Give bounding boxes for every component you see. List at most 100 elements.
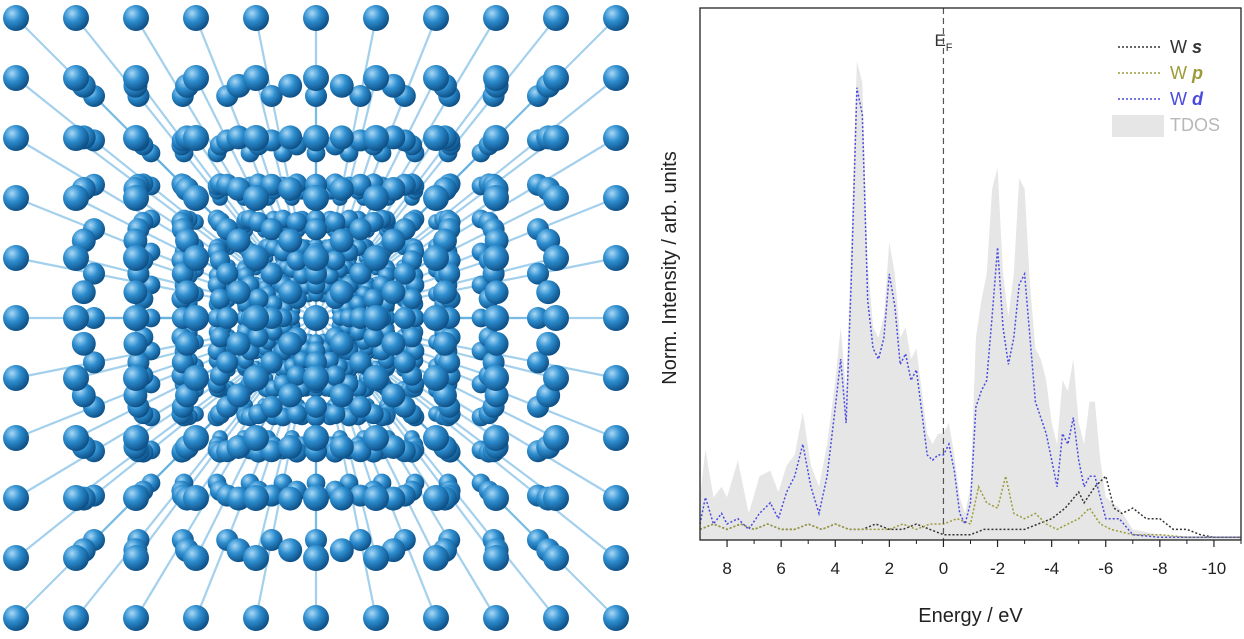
- series-line-w-s: [699, 474, 1241, 539]
- tungsten-atom: [3, 365, 29, 391]
- tungsten-atom: [349, 351, 372, 374]
- tungsten-atom: [483, 305, 509, 331]
- tungsten-atom: [303, 185, 329, 211]
- tungsten-atom: [278, 486, 303, 511]
- tungsten-atom: [226, 228, 251, 253]
- tungsten-atom: [483, 5, 509, 31]
- tungsten-atom: [483, 605, 509, 631]
- tungsten-atom: [286, 403, 307, 425]
- tungsten-atom: [278, 228, 303, 253]
- tungsten-atom: [123, 245, 149, 271]
- tungsten-atom: [484, 280, 509, 305]
- tungsten-atom: [3, 425, 29, 451]
- tungsten-atom: [183, 185, 209, 211]
- tungsten-atom: [363, 485, 389, 511]
- tungsten-atom: [329, 125, 354, 150]
- tungsten-atom: [248, 327, 269, 348]
- tungsten-atom: [304, 218, 328, 241]
- tungsten-atom: [363, 327, 384, 348]
- tungsten-atom: [216, 351, 239, 374]
- tungsten-atom: [329, 177, 354, 201]
- x-tick-label: -8: [1152, 559, 1167, 578]
- tungsten-atom: [260, 262, 283, 285]
- x-tick-label: -10: [1202, 559, 1227, 578]
- tungsten-atom: [226, 280, 251, 305]
- x-tick-label: -2: [990, 559, 1005, 578]
- tungsten-atom: [63, 125, 89, 151]
- tungsten-atom: [363, 365, 389, 391]
- tungsten-atom: [303, 365, 329, 391]
- tungsten-atom: [304, 395, 328, 418]
- tungsten-atom: [363, 185, 389, 211]
- tungsten-atom: [243, 425, 269, 451]
- tungsten-atom: [423, 185, 449, 211]
- tungsten-atom: [393, 351, 416, 374]
- tungsten-atom: [423, 245, 449, 271]
- tungsten-atom: [543, 245, 569, 271]
- tungsten-atom: [278, 435, 303, 459]
- tungsten-atom: [603, 485, 629, 511]
- tungsten-atom: [603, 425, 629, 451]
- tungsten-atom: [303, 485, 329, 511]
- tungsten-atom: [329, 280, 354, 305]
- tungsten-atom: [483, 485, 509, 511]
- tungsten-atom: [483, 425, 509, 451]
- tungsten-atom: [303, 425, 329, 451]
- tungsten-atom: [543, 185, 569, 211]
- tungsten-atom: [216, 306, 239, 330]
- tungsten-atom: [278, 125, 303, 150]
- tungsten-atom: [526, 306, 550, 330]
- tungsten-atom: [329, 73, 354, 98]
- tungsten-atom: [363, 5, 389, 31]
- tungsten-atom: [325, 250, 346, 271]
- tungsten-atom: [543, 425, 569, 451]
- tungsten-atom: [71, 280, 96, 305]
- tungsten-atom: [393, 262, 416, 285]
- tungsten-atom: [484, 331, 509, 356]
- tungsten-atom: [303, 545, 329, 571]
- tungsten-atom: [303, 5, 329, 31]
- tungsten-atom: [325, 211, 346, 233]
- tungsten-atom: [226, 383, 251, 408]
- tungsten-atom: [423, 65, 449, 91]
- tungsten-atom: [260, 395, 283, 418]
- tungsten-atom: [603, 605, 629, 631]
- tungsten-atom: [603, 125, 629, 151]
- tungsten-atom: [63, 65, 89, 91]
- tungsten-atom: [183, 485, 209, 511]
- tungsten-atom: [543, 605, 569, 631]
- tungsten-atom: [423, 605, 449, 631]
- fermi-level-label: EF: [934, 31, 952, 54]
- legend-label: W s: [1170, 37, 1202, 57]
- tungsten-atom: [536, 331, 561, 356]
- x-tick-label: -6: [1098, 559, 1113, 578]
- tungsten-atom: [381, 228, 406, 253]
- tungsten-atom: [363, 305, 389, 331]
- tungsten-atom: [329, 228, 354, 253]
- tungsten-atom: [243, 485, 269, 511]
- tungsten-atom: [543, 5, 569, 31]
- tungsten-atom: [329, 435, 354, 459]
- tungsten-atom: [483, 125, 509, 151]
- tungsten-atom: [303, 605, 329, 631]
- tungsten-atom: [433, 331, 457, 356]
- tungsten-atom: [3, 5, 29, 31]
- tungsten-atom: [278, 280, 303, 305]
- x-axis-label: Energy / eV: [918, 605, 1023, 627]
- tungsten-atom: [303, 65, 329, 91]
- tungsten-atom: [123, 425, 149, 451]
- lattice-atoms: [3, 5, 629, 631]
- tungsten-atom: [286, 211, 307, 233]
- tungsten-atom: [603, 185, 629, 211]
- tungsten-atom: [329, 331, 354, 356]
- tungsten-atom: [363, 545, 389, 571]
- tungsten-atom: [349, 262, 372, 285]
- tungsten-atom: [183, 365, 209, 391]
- tungsten-atom: [433, 280, 457, 305]
- x-tick-label: -4: [1044, 559, 1059, 578]
- legend-swatch-tdos: [1112, 115, 1164, 137]
- tungsten-atom: [123, 485, 149, 511]
- tungsten-atom: [349, 84, 372, 108]
- tungsten-atom: [183, 545, 209, 571]
- tungsten-atom: [304, 528, 328, 552]
